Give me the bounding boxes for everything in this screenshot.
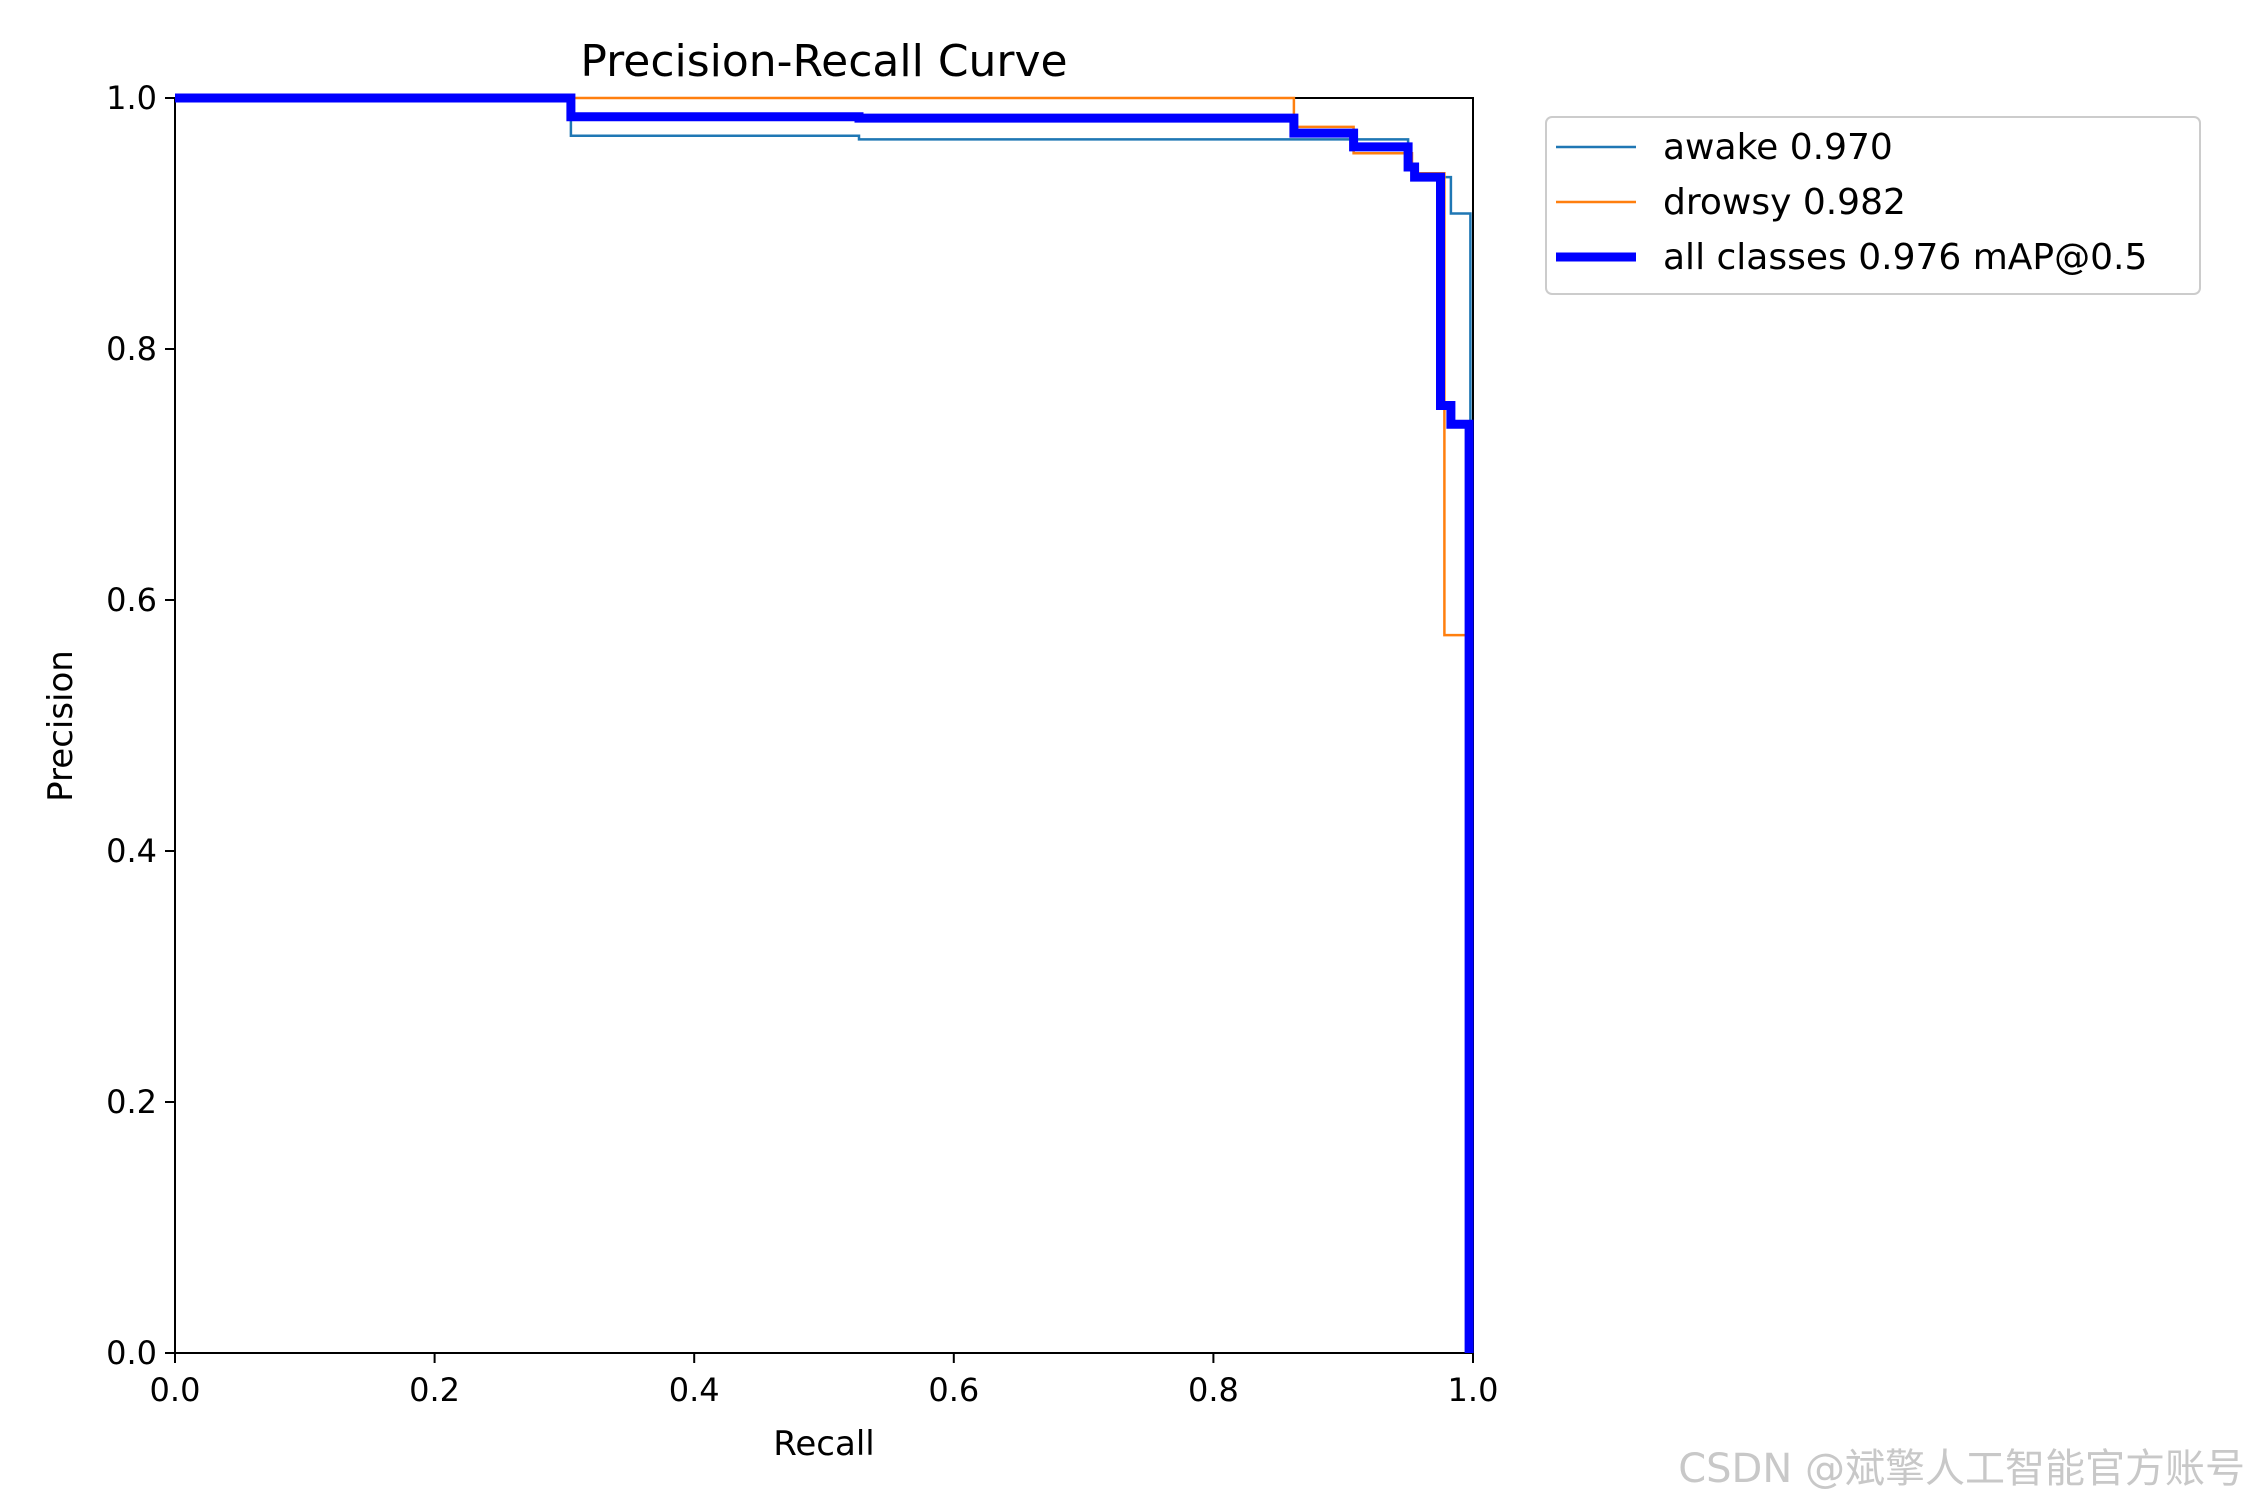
series-line-2 (175, 93, 1474, 1353)
legend-label-2: all classes 0.976 mAP@0.5 (1663, 237, 2147, 278)
x-tick-label: 0.6 (928, 1371, 979, 1409)
y-tick-label: 1.0 (106, 79, 157, 117)
legend-entries: awake 0.970 drowsy 0.982 all classes 0.976… (1556, 127, 2147, 278)
y-tick-label: 0.0 (106, 1334, 157, 1372)
chart-title: Precision-Recall Curve (580, 36, 1067, 87)
x-tick-label: 1.0 (1448, 1371, 1499, 1409)
y-axis-label: Precision (41, 650, 81, 802)
series-layer (175, 93, 1474, 1353)
x-axis-ticks: 0.0 0.2 0.4 0.6 0.8 1.0 (150, 1353, 1499, 1409)
legend-box (1545, 116, 2201, 295)
series-line-0 (175, 96, 1472, 1353)
legend-label-0: awake 0.970 (1663, 127, 1893, 168)
legend: awake 0.970 drowsy 0.982 all classes 0.976… (1545, 116, 2201, 295)
plot-area-frame (174, 97, 1474, 1354)
legend-label-1: drowsy 0.982 (1663, 182, 1906, 223)
x-tick-label: 0.4 (669, 1371, 720, 1409)
y-tick-label: 0.2 (106, 1083, 157, 1121)
x-tick-label: 0.8 (1188, 1371, 1239, 1409)
y-tick-label: 0.8 (106, 330, 157, 368)
series-line-1 (175, 96, 1470, 1353)
y-axis-ticks: 0.0 0.2 0.4 0.6 0.8 1.0 (106, 79, 175, 1372)
x-tick-label: 0.2 (409, 1371, 460, 1409)
y-tick-label: 0.6 (106, 581, 157, 619)
x-tick-label: 0.0 (150, 1371, 201, 1409)
watermark-text: CSDN @斌擎人工智能官方账号 (1678, 1446, 2245, 1492)
x-axis-label: Recall (773, 1424, 874, 1464)
y-tick-label: 0.4 (106, 832, 157, 870)
